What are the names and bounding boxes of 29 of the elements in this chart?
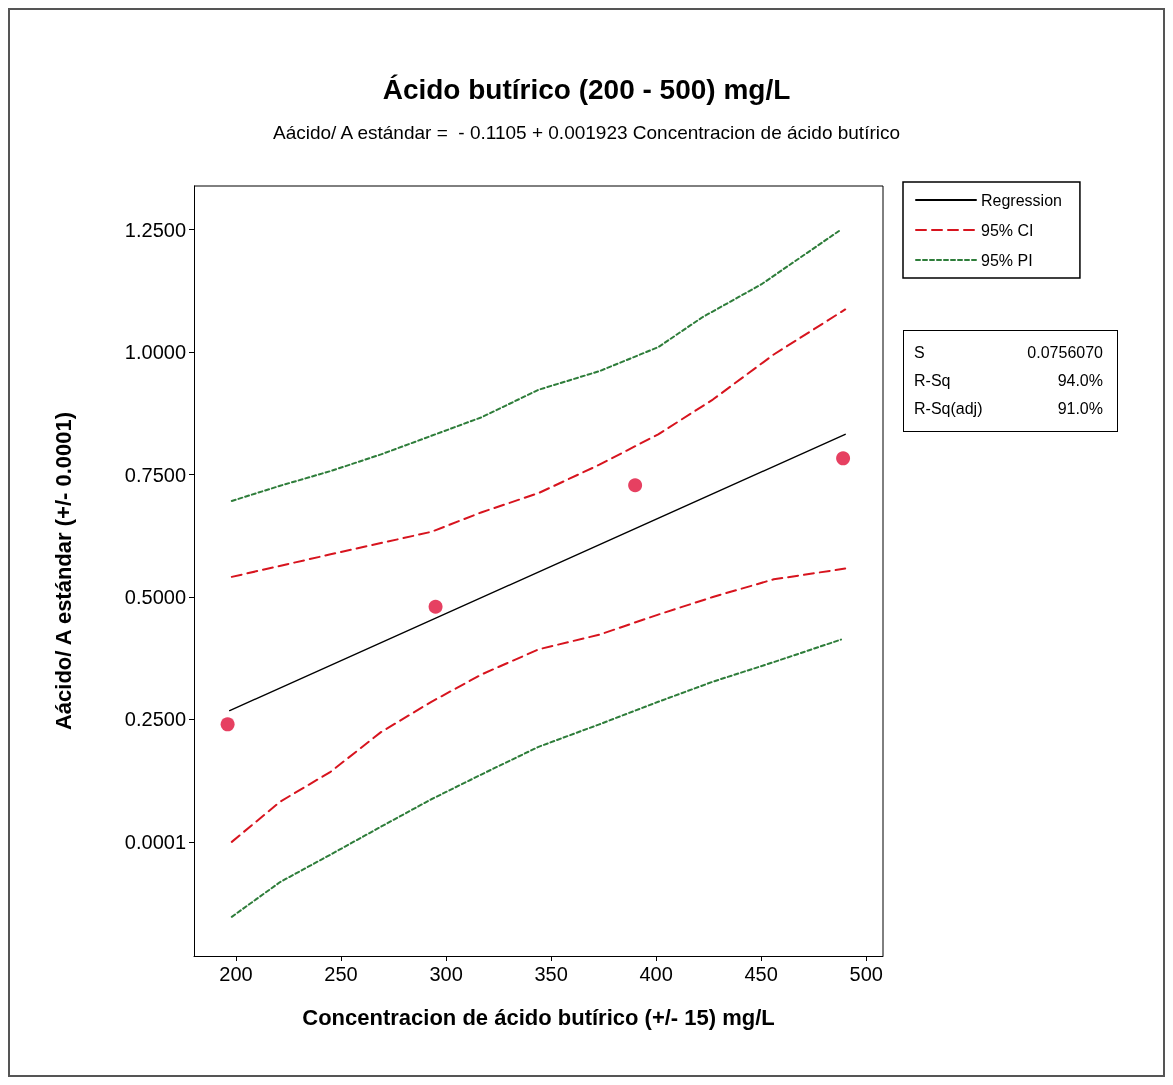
- point: [220, 717, 235, 732]
- legend-label: 95% CI: [981, 221, 1034, 239]
- line-series: [230, 567, 847, 843]
- y-tick-label: 0.2500: [124, 708, 186, 731]
- y-tick-label: 1.0000: [124, 341, 186, 364]
- x-tick-label: 400: [639, 963, 673, 985]
- y-tick-label: 1.2500: [124, 218, 186, 241]
- point: [428, 599, 443, 614]
- legend-label: 95% PI: [981, 251, 1033, 269]
- y-tick-label: 0.7500: [124, 463, 186, 486]
- y-tick-label: 0.0001: [124, 830, 186, 853]
- stats-box: S 0.0756070 R-Sq 94.0% R-Sq(adj) 91.0%: [903, 330, 1118, 432]
- x-tick-label: 500: [849, 963, 883, 985]
- y-tick-label: 0.5000: [124, 585, 186, 608]
- y-axis-title: Aácido/ A estándar (+/- 0.0001): [50, 411, 76, 731]
- line-series: [230, 638, 842, 918]
- x-axis-title: Concentracion de ácido butírico (+/- 15) mg/L: [302, 1004, 775, 1030]
- x-tick-label: 200: [219, 963, 253, 985]
- line-series: [230, 308, 847, 578]
- x-tick-label: 300: [429, 963, 463, 985]
- chart-title: Ácido butírico (200 - 500) mg/L: [382, 73, 791, 105]
- x-tick-label: 250: [324, 963, 358, 985]
- x-tick-label: 450: [744, 963, 778, 985]
- x-tick-label: 350: [534, 963, 568, 985]
- point: [628, 478, 643, 493]
- line-series: [230, 228, 842, 502]
- chart-subtitle: Aácido/ A estándar = - 0.1105 + 0.001923 Concentracion de ácido butírico: [272, 122, 901, 143]
- legend-label: Regression: [981, 191, 1062, 209]
- point: [836, 451, 851, 466]
